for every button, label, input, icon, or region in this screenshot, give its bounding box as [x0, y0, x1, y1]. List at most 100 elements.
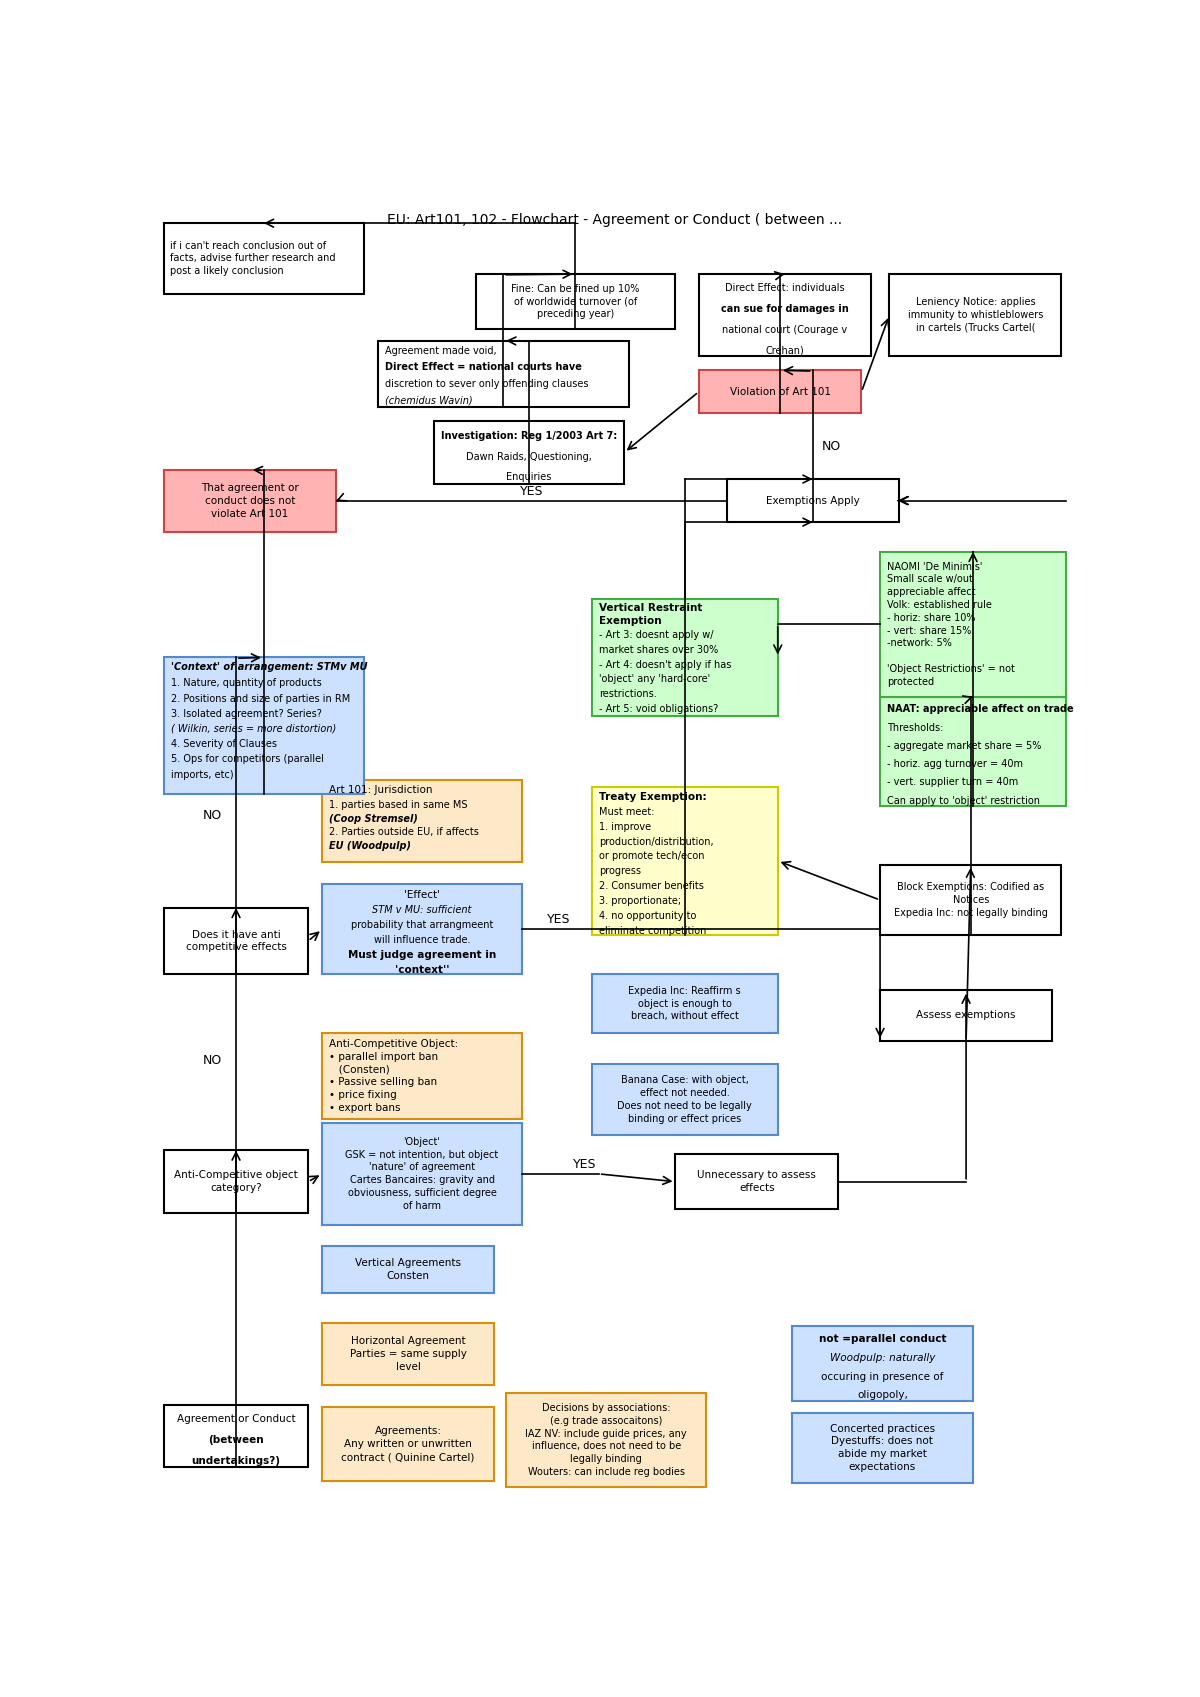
FancyBboxPatch shape: [164, 224, 364, 294]
Text: Exemption: Exemption: [599, 616, 662, 626]
Text: - vert. supplier turn = 40m: - vert. supplier turn = 40m: [888, 777, 1019, 787]
Text: market shares over 30%: market shares over 30%: [599, 645, 719, 655]
Text: Unnecessary to assess
effects: Unnecessary to assess effects: [697, 1171, 816, 1193]
Text: production/distribution,: production/distribution,: [599, 837, 714, 847]
FancyBboxPatch shape: [506, 1393, 706, 1487]
FancyBboxPatch shape: [322, 1123, 522, 1225]
Text: Banana Case: with object,
effect not needed.
Does not need to be legally
binding: Banana Case: with object, effect not nee…: [617, 1076, 752, 1123]
FancyBboxPatch shape: [727, 479, 899, 523]
FancyBboxPatch shape: [676, 1154, 839, 1208]
Text: Vertical Restraint: Vertical Restraint: [599, 602, 702, 613]
Text: NAOMI 'De Minimis'
Small scale w/out
appreciable affect
Volk: established rule
-: NAOMI 'De Minimis' Small scale w/out app…: [888, 562, 1015, 687]
Text: Must judge agreement in: Must judge agreement in: [348, 950, 496, 961]
Text: NO: NO: [203, 809, 222, 823]
Text: 2. Positions and size of parties in RM: 2. Positions and size of parties in RM: [172, 694, 350, 704]
Text: national court (Courage v: national court (Courage v: [722, 324, 847, 334]
Text: NO: NO: [203, 1054, 222, 1067]
Text: (chemidus Wavin): (chemidus Wavin): [385, 395, 473, 406]
Text: - aggregate market share = 5%: - aggregate market share = 5%: [888, 742, 1042, 750]
FancyBboxPatch shape: [164, 1151, 308, 1213]
Text: Does it have anti
competitive effects: Does it have anti competitive effects: [186, 930, 287, 952]
Text: Must meet:: Must meet:: [599, 806, 655, 816]
Text: oligopoly,: oligopoly,: [857, 1390, 908, 1400]
Text: will influence trade.: will influence trade.: [373, 935, 470, 945]
FancyBboxPatch shape: [322, 1246, 494, 1293]
Text: can sue for damages in: can sue for damages in: [721, 304, 848, 314]
FancyBboxPatch shape: [792, 1412, 973, 1483]
Text: 2. Consumer benefits: 2. Consumer benefits: [599, 881, 704, 891]
Text: Anti-Competitive Object:
• parallel import ban
   (Consten)
• Passive selling ba: Anti-Competitive Object: • parallel impo…: [330, 1039, 458, 1113]
Text: progress: progress: [599, 865, 641, 876]
Text: 4. Severity of Clauses: 4. Severity of Clauses: [172, 740, 277, 748]
Text: or promote tech/econ: or promote tech/econ: [599, 852, 704, 862]
FancyBboxPatch shape: [322, 1407, 494, 1481]
Text: Crehan): Crehan): [766, 344, 804, 355]
Text: Direct Effect: individuals: Direct Effect: individuals: [725, 283, 845, 294]
Text: - Art 5: void obligations?: - Art 5: void obligations?: [599, 704, 719, 714]
Text: 2. Parties outside EU, if affects: 2. Parties outside EU, if affects: [330, 828, 479, 837]
Text: if i can't reach conclusion out of
facts, advise further research and
post a lik: if i can't reach conclusion out of facts…: [169, 241, 335, 277]
Text: Block Exemptions: Codified as
Notices
Expedia Inc: not legally binding: Block Exemptions: Codified as Notices Ex…: [894, 882, 1048, 918]
Text: Can apply to 'object' restriction: Can apply to 'object' restriction: [888, 796, 1040, 806]
Text: Exemptions Apply: Exemptions Apply: [766, 496, 859, 506]
Text: Art 101: Jurisdiction: Art 101: Jurisdiction: [330, 786, 433, 794]
FancyBboxPatch shape: [592, 599, 778, 716]
Text: Fine: Can be fined up 10%
of worldwide turnover (of
preceding year): Fine: Can be fined up 10% of worldwide t…: [511, 283, 640, 319]
FancyBboxPatch shape: [889, 273, 1062, 356]
FancyBboxPatch shape: [880, 696, 1066, 806]
Text: 1. improve: 1. improve: [599, 821, 652, 832]
FancyBboxPatch shape: [592, 787, 778, 935]
Text: Agreement or Conduct: Agreement or Conduct: [176, 1414, 295, 1424]
Text: 4. no opportunity to: 4. no opportunity to: [599, 911, 696, 921]
Text: (between: (between: [209, 1436, 264, 1446]
Text: Thresholds:: Thresholds:: [888, 723, 944, 733]
Text: YES: YES: [574, 1157, 596, 1171]
Text: not =parallel conduct: not =parallel conduct: [818, 1334, 946, 1344]
FancyBboxPatch shape: [475, 273, 676, 329]
FancyBboxPatch shape: [378, 341, 629, 407]
Text: imports, etc): imports, etc): [172, 770, 234, 779]
Text: - Art 4: doesn't apply if has: - Art 4: doesn't apply if has: [599, 660, 732, 670]
FancyBboxPatch shape: [322, 1033, 522, 1118]
FancyBboxPatch shape: [164, 470, 336, 533]
Text: Agreement made void,: Agreement made void,: [385, 346, 497, 356]
Text: NAAT: appreciable affect on trade: NAAT: appreciable affect on trade: [888, 704, 1074, 714]
FancyBboxPatch shape: [792, 1327, 973, 1400]
Text: YES: YES: [520, 485, 544, 497]
Text: 3. proportionate;: 3. proportionate;: [599, 896, 682, 906]
Text: 'Effect': 'Effect': [404, 889, 440, 899]
FancyBboxPatch shape: [433, 421, 624, 484]
FancyBboxPatch shape: [164, 657, 364, 794]
Text: 3. Isolated agreement? Series?: 3. Isolated agreement? Series?: [172, 709, 323, 720]
FancyBboxPatch shape: [164, 1405, 308, 1468]
FancyBboxPatch shape: [164, 908, 308, 974]
Text: 1. parties based in same MS: 1. parties based in same MS: [330, 799, 468, 809]
Text: undertakings?): undertakings?): [192, 1456, 281, 1466]
Text: EU: Art101, 102 - Flowchart - Agreement or Conduct ( between ...: EU: Art101, 102 - Flowchart - Agreement …: [388, 214, 842, 227]
FancyBboxPatch shape: [880, 865, 1062, 935]
FancyBboxPatch shape: [880, 989, 1052, 1040]
Text: Violation of Art 101: Violation of Art 101: [730, 387, 830, 397]
Text: Vertical Agreements
Consten: Vertical Agreements Consten: [355, 1257, 461, 1281]
Text: - Art 3: doesnt apply w/: - Art 3: doesnt apply w/: [599, 631, 714, 640]
Text: STM v MU: sufficient: STM v MU: sufficient: [372, 905, 472, 915]
Text: eliminate competition: eliminate competition: [599, 927, 707, 935]
Text: Expedia Inc: Reaffirm s
object is enough to
breach, without effect: Expedia Inc: Reaffirm s object is enough…: [629, 986, 742, 1022]
FancyBboxPatch shape: [698, 370, 862, 414]
FancyBboxPatch shape: [322, 884, 522, 974]
Text: Assess exemptions: Assess exemptions: [917, 1010, 1016, 1020]
Text: That agreement or
conduct does not
violate Art 101: That agreement or conduct does not viola…: [202, 484, 299, 519]
Text: Leniency Notice: applies
immunity to whistleblowers
in cartels (Trucks Cartel(: Leniency Notice: applies immunity to whi…: [907, 297, 1043, 333]
Text: Horizontal Agreement
Parties = same supply
level: Horizontal Agreement Parties = same supp…: [349, 1336, 467, 1371]
Text: Agreements:
Any written or unwritten
contract ( Quinine Cartel): Agreements: Any written or unwritten con…: [341, 1427, 475, 1463]
FancyBboxPatch shape: [322, 781, 522, 862]
Text: probability that arrangmeent: probability that arrangmeent: [350, 920, 493, 930]
Text: Investigation: Reg 1/2003 Art 7:: Investigation: Reg 1/2003 Art 7:: [440, 431, 617, 441]
Text: discretion to sever only offending clauses: discretion to sever only offending claus…: [385, 378, 589, 389]
Text: EU (Woodpulp): EU (Woodpulp): [330, 842, 412, 850]
FancyBboxPatch shape: [592, 1064, 778, 1135]
Text: YES: YES: [547, 913, 571, 927]
Text: 5. Ops for competitors (parallel: 5. Ops for competitors (parallel: [172, 755, 324, 764]
FancyBboxPatch shape: [698, 273, 871, 356]
Text: 'context'': 'context'': [395, 966, 449, 974]
